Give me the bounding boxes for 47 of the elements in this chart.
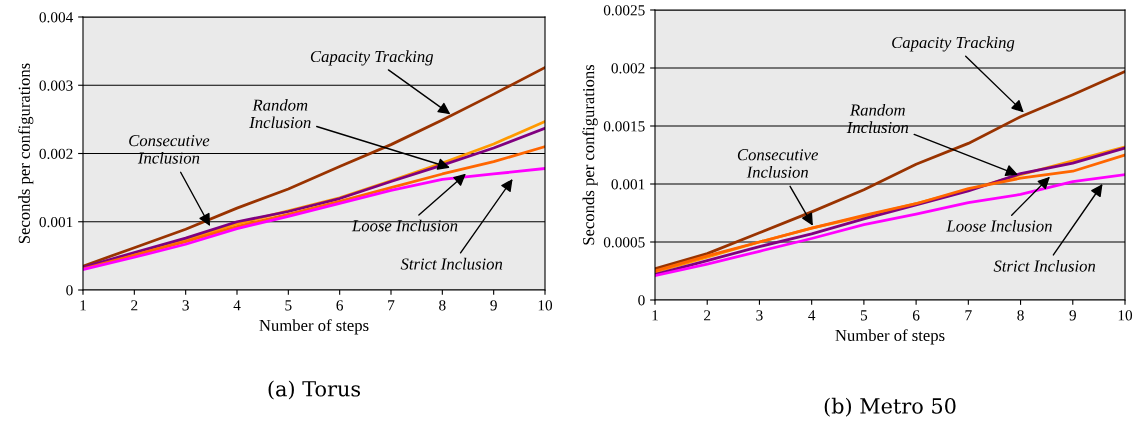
annotation: Consecutive Inclusion: [737, 149, 819, 178]
x-tick-label: 3: [182, 300, 189, 311]
x-tick-label: 7: [388, 300, 395, 311]
x-tick-label: 2: [131, 300, 138, 311]
x-tick-label: 5: [285, 300, 292, 311]
x-tick-label: 4: [808, 310, 816, 321]
x-tick-label: 6: [336, 300, 344, 311]
x-tick-label: 7: [965, 310, 972, 321]
x-tick-label: 1: [652, 310, 658, 321]
y-tick-label: 0.0015: [603, 121, 645, 132]
y-tick-label: 0.001: [611, 179, 645, 190]
y-tick-label: 0.004: [39, 12, 74, 23]
x-tick-label: 9: [490, 300, 497, 311]
y-tick-label: 0.0025: [603, 5, 645, 16]
x-tick-label: 2: [704, 310, 711, 321]
annotation: Strict Inclusion: [400, 257, 503, 270]
x-tick-label: 10: [538, 300, 553, 311]
y-tick-label: 0.002: [611, 63, 645, 74]
x-tick-label: 10: [1118, 310, 1133, 321]
y-axis-title: Seconds per configurations: [582, 64, 598, 245]
x-tick-label: 9: [1069, 310, 1076, 321]
x-tick-label: 8: [439, 300, 446, 311]
annotation: Consecutive Inclusion: [129, 135, 210, 164]
y-tick-label: 0: [66, 285, 73, 296]
x-tick-label: 6: [912, 310, 920, 321]
x-tick-label: 8: [1017, 310, 1024, 321]
text: (a) Torus: [268, 380, 361, 400]
y-tick-label: 0.002: [39, 148, 73, 160]
x-tick-label: 4: [233, 300, 241, 311]
x-tick-label: 1: [80, 300, 86, 311]
annotation: Random Inclusion: [846, 103, 909, 134]
y-axis-title: Seconds per configurations: [18, 63, 34, 244]
annotation: Capacity Tracking: [310, 50, 434, 66]
x-tick-label: 3: [756, 310, 763, 321]
text: (b) Metro 50: [824, 397, 956, 417]
y-tick-label: 0.003: [39, 80, 73, 91]
x-axis-title: Number of steps: [835, 329, 945, 345]
x-tick-label: 5: [860, 310, 868, 321]
annotation: Strict Inclusion: [993, 259, 1096, 272]
x-axis-title: Number of steps: [259, 319, 369, 335]
annotation: Capacity Tracking: [892, 36, 1015, 52]
annotation: Loose Inclusion: [946, 219, 1052, 232]
y-tick-label: 0: [638, 295, 645, 306]
y-tick-label: 0.001: [39, 216, 73, 228]
y-tick-label: 0.0005: [603, 237, 645, 248]
annotation: Loose Inclusion: [351, 219, 458, 232]
annotation: Random Inclusion: [249, 99, 311, 129]
